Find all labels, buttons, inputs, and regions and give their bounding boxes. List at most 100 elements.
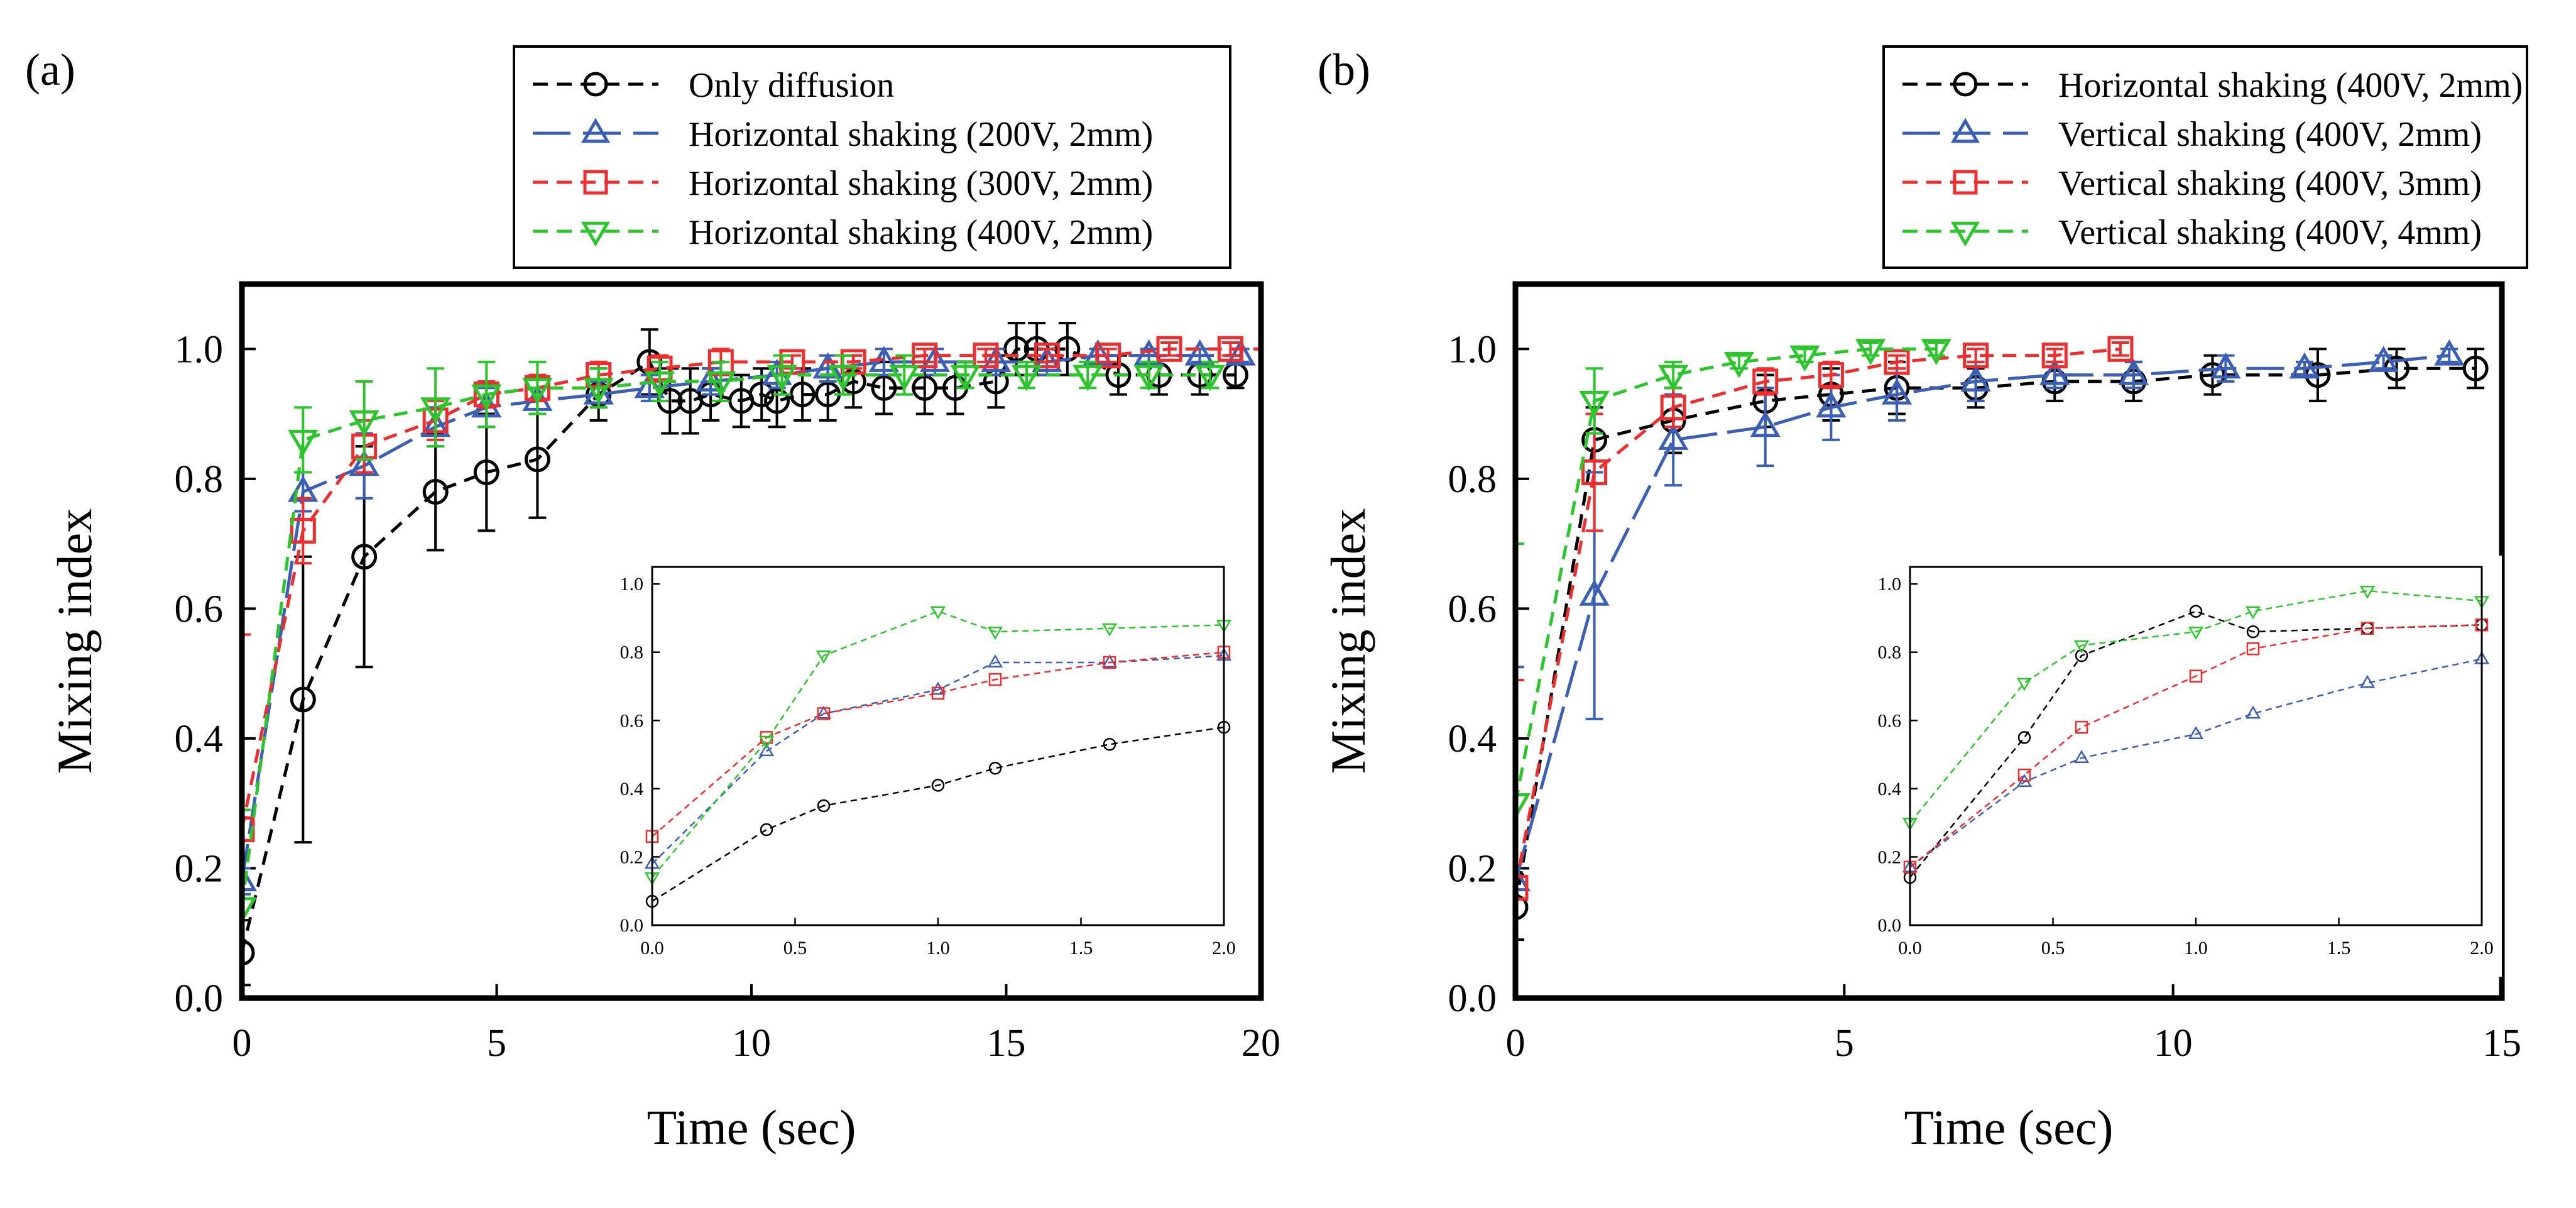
data-point [1579, 579, 1610, 606]
inset-data-point [2188, 726, 2204, 739]
data-point [422, 478, 449, 505]
inset-series-line [1909, 590, 2482, 823]
data-point [912, 375, 938, 401]
data-point [1658, 365, 1689, 392]
inset-data-point [760, 823, 773, 837]
data-point [767, 365, 797, 392]
inset-frame [651, 566, 1225, 926]
legend-marker [583, 170, 608, 195]
panel-label: (a) [25, 45, 75, 95]
series-2 [1515, 339, 2465, 998]
data-point [242, 897, 258, 924]
inset-data-point [2073, 750, 2090, 763]
data-point [2107, 336, 2134, 362]
inset-data-point [2359, 586, 2376, 599]
inset-y-tick-label: 0.2 [1878, 847, 1902, 867]
inset-data-point [2017, 768, 2031, 782]
inset-x-tick-label: 2.0 [2470, 938, 2494, 958]
data-point [1658, 424, 1689, 450]
inset-y-tick-label: 0.4 [620, 779, 644, 799]
inset-x-tick-label: 0.5 [783, 938, 807, 958]
data-point [1156, 336, 1182, 362]
inset-frame [1909, 566, 2483, 926]
inset-x-tick-label: 1.0 [926, 938, 950, 958]
x-tick-label: 20 [1242, 1022, 1280, 1065]
y-tick-label: 0.4 [175, 718, 224, 760]
data-point [471, 384, 502, 411]
data-point [349, 410, 379, 437]
data-point [764, 388, 790, 414]
inset-series-line [652, 651, 1225, 837]
y-axis-label: Mixing index [47, 508, 102, 774]
inset-data-point [1101, 654, 1118, 667]
chart-panel-a: (a) 0 5 10 15 20 0.0 0.2 0.4 0.6 0.8 1.0 Time (sec) M… [25, 45, 1280, 1155]
data-point [290, 517, 316, 544]
data-point [1184, 339, 1215, 366]
data-point [1515, 874, 1529, 901]
data-point [1032, 346, 1062, 372]
x-tick-label: 15 [987, 1022, 1026, 1065]
data-point [1723, 351, 1755, 378]
inset-series-line [652, 610, 1225, 878]
data-point [789, 382, 816, 408]
data-point [1072, 365, 1103, 392]
inset-data-point [2016, 678, 2033, 691]
inset-y-tick-label: 0.0 [1878, 915, 1902, 936]
legend-entry: Horizontal shaking (300V, 2mm) [689, 164, 1153, 203]
y-tick-label: 0.2 [1448, 847, 1497, 890]
inset-series-3 [1903, 618, 2489, 874]
y-tick-label: 1.0 [1448, 328, 1497, 371]
y-tick-label: 0.0 [1448, 977, 1497, 1020]
legend-entry: Vertical shaking (400V, 4mm) [2058, 213, 2482, 252]
data-point [1581, 459, 1608, 485]
inset-data-point [930, 606, 946, 620]
inset-data-point [1103, 738, 1116, 751]
data-point [981, 346, 1012, 372]
data-point [950, 365, 981, 392]
inset-data-point [931, 779, 945, 792]
x-tick-label: 10 [732, 1022, 771, 1065]
legend-marker [1950, 118, 1980, 143]
inset-y-tick-label: 0.6 [1878, 710, 1902, 731]
legend: Horizontal shaking (400V, 2mm) Vertical s… [1882, 45, 2528, 269]
inset-series-line [1909, 624, 2482, 868]
inset-y-tick-label: 0.0 [620, 915, 644, 936]
legend-entry: Horizontal shaking (400V, 2mm) [689, 213, 1153, 252]
inset-y-tick-label: 0.8 [1878, 642, 1902, 663]
inset-data-point [2075, 720, 2088, 734]
legend-marker [1953, 170, 1978, 195]
inset-x-tick-label: 1.0 [2184, 938, 2208, 958]
legend-marker [581, 221, 611, 247]
y-tick-label: 0.2 [175, 847, 224, 890]
data-point [1034, 343, 1060, 369]
inset-series-line [652, 654, 1225, 865]
data-point [1217, 336, 1243, 362]
inset-data-point [987, 654, 1003, 667]
y-tick-label: 0.6 [175, 588, 224, 630]
data-point [1515, 865, 1531, 892]
inset-x-tick-label: 0.0 [1898, 938, 1922, 958]
inset-data-point [931, 686, 945, 700]
x-tick-label: 0 [1506, 1022, 1525, 1065]
inset-data-point [988, 673, 1002, 686]
inset-series-line [1909, 658, 2482, 868]
legend-entry: Vertical shaking (400V, 2mm) [2058, 115, 2482, 154]
x-axis-label: Time (sec) [647, 1100, 856, 1155]
data-point [1921, 339, 1952, 365]
data-point [2199, 362, 2225, 388]
legend-entry: Vertical shaking (400V, 3mm) [2058, 164, 2482, 203]
inset-data-point [2073, 640, 2090, 654]
inset-data-point [2245, 606, 2261, 620]
x-axis-label: Time (sec) [1904, 1100, 2114, 1155]
data-point [349, 449, 379, 476]
data-point [1194, 365, 1226, 392]
legend-entry: Only diffusion [689, 66, 894, 105]
plot-frame [239, 281, 1264, 1001]
y-tick-label: 1.0 [175, 328, 224, 371]
data-point [1816, 391, 1847, 418]
inset-data-point [988, 762, 1002, 775]
data-point [1750, 410, 1781, 437]
legend-entry: Horizontal shaking (200V, 2mm) [689, 115, 1153, 154]
legend-marker [1953, 72, 1978, 97]
